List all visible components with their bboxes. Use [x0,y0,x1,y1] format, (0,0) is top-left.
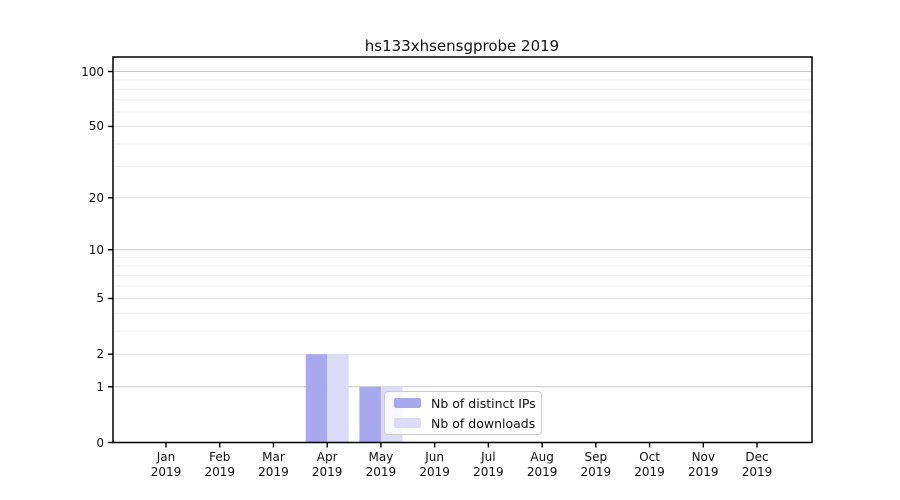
x-tick-label-nov: Nov 2019 [688,449,719,479]
bar-distinct-ips-may [359,386,381,443]
y-tick-label-1: 1 [96,379,104,394]
x-tick-label-oct: Oct 2019 [634,449,665,479]
y-tick-label-50: 50 [88,119,104,134]
x-tick-label-may: May 2019 [365,449,397,479]
legend-swatch-distinct-ips [394,398,421,408]
legend-item-downloads: Nb of downloads [394,415,536,431]
legend-label-downloads: Nb of downloads [431,415,536,431]
legend-swatch-downloads [394,418,421,428]
legend-label-distinct-ips: Nb of distinct IPs [431,395,536,411]
x-tick-label-aug: Aug 2019 [526,449,558,479]
x-tick-label-jul: Jul 2019 [473,449,504,479]
x-tick-label-mar: Mar 2019 [258,449,289,479]
y-tick-label-10: 10 [88,242,104,257]
legend: Nb of distinct IPs Nb of downloads [384,391,542,435]
bar-downloads-apr [327,354,349,443]
x-tick-label-apr: Apr 2019 [311,449,343,479]
x-tick-label-jun: Jun 2019 [419,449,450,479]
x-tick-label-feb: Feb 2019 [204,449,235,479]
y-tick-label-0: 0 [96,435,104,450]
legend-item-distinct-ips: Nb of distinct IPs [394,396,536,411]
x-tick-label-sep: Sep 2019 [580,449,612,479]
bar-distinct-ips-apr [305,354,328,443]
y-tick-label-20: 20 [88,190,104,205]
y-tick-label-2: 2 [96,347,104,362]
chart-title: hs133xhsensgprobe 2019 [364,37,560,55]
x-tick-label-jan: Jan 2019 [150,449,182,479]
y-tick-label-100: 100 [81,64,104,79]
x-tick-label-dec: Dec 2019 [741,449,773,479]
y-tick-label-5: 5 [96,291,104,306]
